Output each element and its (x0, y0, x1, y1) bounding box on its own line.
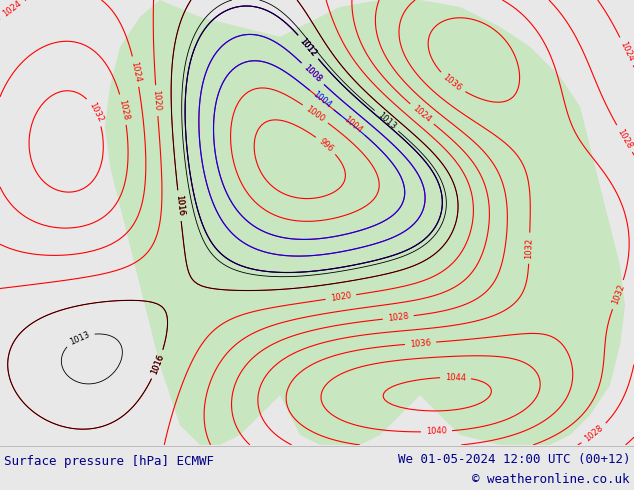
Text: 1044: 1044 (445, 372, 466, 382)
Text: 1004: 1004 (342, 115, 364, 135)
Text: 1004: 1004 (311, 90, 333, 110)
Text: 1013: 1013 (375, 110, 398, 131)
Text: 1016: 1016 (174, 195, 185, 217)
Text: © weatheronline.co.uk: © weatheronline.co.uk (472, 473, 630, 487)
Text: 1012: 1012 (298, 36, 318, 58)
Text: 1028: 1028 (387, 312, 409, 323)
Text: 1012: 1012 (298, 36, 318, 58)
Text: 1032: 1032 (524, 238, 534, 259)
Polygon shape (105, 0, 625, 445)
Text: 1016: 1016 (174, 195, 185, 217)
Text: 1008: 1008 (302, 63, 323, 84)
Text: 1020: 1020 (152, 90, 162, 111)
Text: 1000: 1000 (304, 104, 327, 123)
Text: We 01-05-2024 12:00 UTC (00+12): We 01-05-2024 12:00 UTC (00+12) (398, 453, 630, 466)
Text: 996: 996 (317, 137, 335, 154)
Text: 1028: 1028 (117, 98, 130, 121)
Text: 1032: 1032 (87, 100, 105, 123)
Text: Surface pressure [hPa] ECMWF: Surface pressure [hPa] ECMWF (4, 455, 214, 468)
Text: 1028: 1028 (616, 127, 634, 150)
Polygon shape (220, 186, 248, 286)
Text: 1016: 1016 (150, 353, 166, 376)
Text: 1024: 1024 (411, 104, 433, 124)
Text: 1013: 1013 (68, 329, 91, 346)
Text: 1040: 1040 (426, 427, 447, 437)
Text: 1024: 1024 (618, 40, 634, 63)
Text: 1036: 1036 (410, 338, 432, 348)
Text: 1032: 1032 (610, 283, 626, 306)
Text: 1012: 1012 (298, 36, 318, 58)
Text: 1008: 1008 (302, 63, 323, 84)
Text: 1036: 1036 (441, 73, 463, 93)
Text: 1024: 1024 (1, 0, 23, 19)
Text: 1016: 1016 (150, 353, 166, 376)
Text: 1020: 1020 (330, 291, 352, 303)
Text: 1024: 1024 (129, 60, 143, 83)
Text: 1028: 1028 (583, 424, 605, 444)
